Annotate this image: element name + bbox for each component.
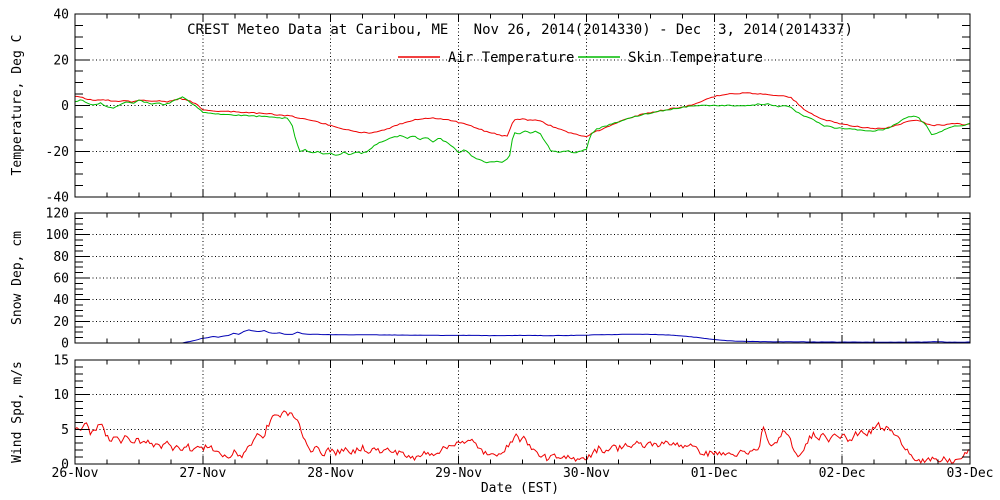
legend: Air Temperature Skin Temperature xyxy=(398,50,763,66)
y-tick-label: -40 xyxy=(46,191,69,206)
panel-border-snow_depth xyxy=(74,212,971,344)
y-tick-label: 60 xyxy=(53,272,69,287)
panel-border-wind_speed xyxy=(74,359,971,465)
y-tick-label: 20 xyxy=(53,315,69,330)
axes-and-ticks xyxy=(74,13,971,465)
y-axis-label-temperature: Temperature, Deg C xyxy=(10,35,25,176)
x-tick-label: 03-Dec xyxy=(947,466,994,481)
y-tick-label: 40 xyxy=(53,293,69,308)
y-tick-label: 0 xyxy=(61,337,69,352)
y-tick-label: 0 xyxy=(61,458,69,473)
y-tick-label: 15 xyxy=(53,354,69,369)
x-tick-label: 02-Dec xyxy=(819,466,866,481)
y-tick-label: 20 xyxy=(53,53,69,68)
x-tick-label: 28-Nov xyxy=(307,466,354,481)
x-tick-label: 27-Nov xyxy=(179,466,226,481)
y-tick-label: 40 xyxy=(53,8,69,23)
chart-title: CREST Meteo Data at Caribou, ME Nov 26, … xyxy=(187,22,853,38)
series-air-temperature-line xyxy=(74,92,971,138)
y-axis-label-snow-depth: Snow Dep, cm xyxy=(10,231,25,325)
x-tick-label: 26-Nov xyxy=(52,466,99,481)
x-tick-label: 01-Dec xyxy=(691,466,738,481)
series-snow-depth-line xyxy=(182,329,970,344)
legend-label-air-temperature: Air Temperature xyxy=(448,50,574,66)
y-tick-label: 80 xyxy=(53,250,69,265)
series-skin-temperature-line xyxy=(74,96,971,164)
data-series xyxy=(74,92,971,464)
y-tick-label: 0 xyxy=(61,99,69,114)
legend-label-skin-temperature: Skin Temperature xyxy=(628,50,763,66)
y-tick-label: 10 xyxy=(53,388,69,403)
y-tick-label: 120 xyxy=(46,207,69,222)
y-tick-label: 5 xyxy=(61,423,69,438)
y-axis-label-wind-speed: Wind Spd, m/s xyxy=(10,361,25,463)
tick-labels: -40 -20 0 20 40 0 20 40 60 80 100 120 0 5 10 15 26-Nov 27… xyxy=(46,8,994,482)
series-wind-speed-line xyxy=(74,410,970,464)
x-tick-label: 29-Nov xyxy=(435,466,482,481)
y-tick-label: 100 xyxy=(46,228,69,243)
gridlines xyxy=(75,14,970,464)
panel-border-temperature xyxy=(74,13,971,198)
x-tick-label: 30-Nov xyxy=(563,466,610,481)
x-axis-label: Date (EST) xyxy=(481,481,559,496)
y-tick-label: -20 xyxy=(46,145,69,160)
